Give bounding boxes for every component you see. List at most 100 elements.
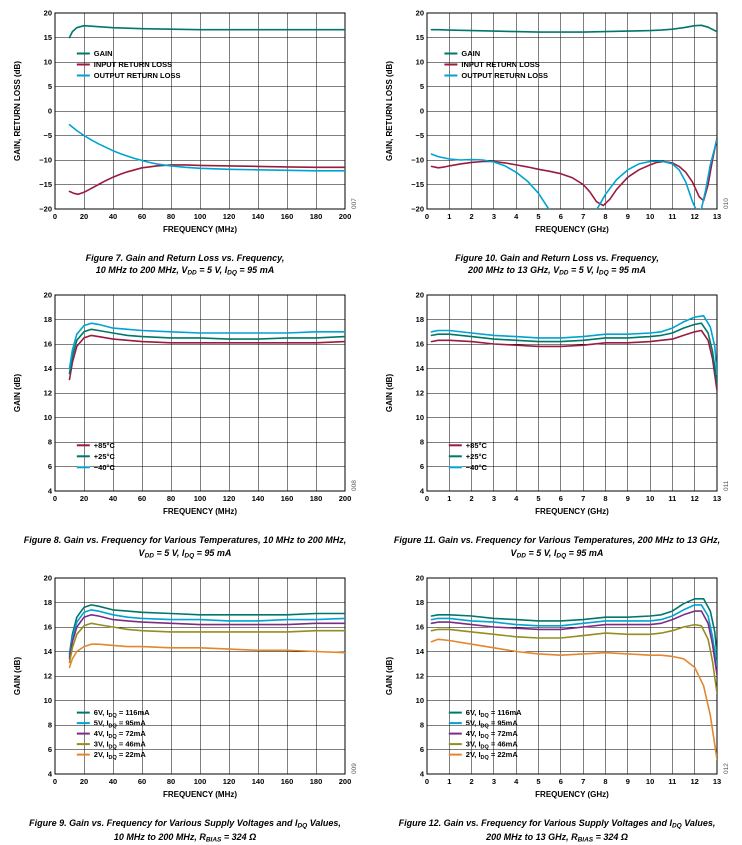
series-40-c [430,315,717,376]
svg-text:12: 12 [691,777,699,786]
svg-text:15: 15 [416,33,424,42]
legend-label: −40°C [94,463,116,472]
svg-text:16: 16 [44,622,52,631]
svg-text:8: 8 [48,438,52,447]
svg-text:60: 60 [138,777,146,786]
series-input-return-loss [68,164,345,196]
legend: GAIN INPUT RETURN LOSS OUTPUT RETURN LOSS [76,49,180,80]
svg-text:140: 140 [252,494,265,503]
grid-lines [426,12,718,210]
caption-line: Figure 7. Gain and Return Loss vs. Frequ… [85,253,285,263]
figure-11: 0 1 2 3 4 5 6 7 8 9 10 11 12 13 4 6 8 10 12 14 16 18 20 FREQUEN… [381,288,733,560]
chart-svg: 0 20 40 60 80 100 120 140 160 180 200 4 6 8 10 12 14 16 18… [13,291,358,516]
svg-text:12: 12 [44,671,52,680]
svg-text:11: 11 [668,777,676,786]
y-axis-title: GAIN, RETURN LOSS (dB) [13,61,22,161]
figure-code: 010 [723,198,730,209]
svg-text:4: 4 [514,494,519,503]
svg-text:4: 4 [48,487,53,496]
svg-text:8: 8 [603,212,607,221]
svg-text:80: 80 [167,212,175,221]
legend-label: INPUT RETURN LOSS [94,60,172,69]
plot-border [426,294,718,492]
svg-text:4: 4 [514,777,519,786]
svg-text:180: 180 [310,494,323,503]
svg-text:0: 0 [425,777,429,786]
svg-text:6: 6 [559,212,563,221]
svg-text:180: 180 [310,777,323,786]
figure-8: 0 20 40 60 80 100 120 140 160 180 200 4 6 8 10 12 14 16 18… [9,288,361,560]
figure-7-chart: 0 20 40 60 80 100 120 140 160 180 200 −20 −15 −10 −5 0 5… [9,6,361,249]
series-2v-i-dq-22ma [68,643,345,669]
svg-text:20: 20 [80,777,88,786]
legend: +85°C +25°C −40°C [448,441,488,472]
plot-border [54,577,346,775]
svg-text:18: 18 [416,316,424,325]
series-2v-i-dq-22ma [430,638,717,760]
series-gain [68,24,345,39]
x-tick-labels: 0 20 40 60 80 100 120 140 160 180 200 [53,777,351,786]
legend: +85°C +25°C −40°C [76,441,116,472]
svg-text:−20: −20 [411,205,424,214]
y-tick-labels: −20 −15 −10 −5 0 5 10 15 20 [411,9,424,214]
svg-text:−15: −15 [411,180,424,189]
legend-label: 5V, IDQ = 95mA [466,719,519,730]
x-axis-title: FREQUENCY (GHz) [535,790,609,799]
svg-text:10: 10 [416,414,424,423]
legend-label: 6V, IDQ = 116mA [466,708,522,719]
svg-text:5: 5 [536,777,540,786]
series-5v-i-dq-95ma [430,603,717,667]
svg-text:100: 100 [194,494,207,503]
legend-label: +85°C [466,441,488,450]
svg-text:20: 20 [80,494,88,503]
svg-text:4: 4 [420,769,425,778]
plot-border [426,12,718,210]
series-40-c [68,322,345,370]
chart-svg: 0 1 2 3 4 5 6 7 8 9 10 11 12 13468101214161820FREQUEN… [385,291,730,516]
svg-text:5: 5 [536,212,540,221]
svg-text:180: 180 [310,212,323,221]
figure-8-chart: 0 20 40 60 80 100 120 140 160 180 200 4 6 8 10 12 14 16 18… [9,288,361,531]
series-output-return-loss [430,138,717,209]
svg-text:8: 8 [420,438,424,447]
figure-8-caption: Figure 8. Gain vs. Frequency for Various… [9,534,361,560]
svg-text:8: 8 [48,720,52,729]
svg-text:2: 2 [470,494,474,503]
svg-text:0: 0 [425,494,429,503]
series-25-c [430,322,717,385]
legend-label: OUTPUT RETURN LOSS [461,71,548,80]
legend-label: +85°C [94,441,116,450]
x-tick-labels: 0 20 40 60 80 100 120 140 160 180 200 [53,212,351,221]
legend-label: INPUT RETURN LOSS [461,60,539,69]
svg-text:20: 20 [44,573,52,582]
svg-text:10: 10 [416,696,424,705]
svg-text:4: 4 [420,487,425,496]
svg-text:20: 20 [416,291,424,300]
x-axis-title: FREQUENCY (GHz) [535,507,609,516]
svg-text:8: 8 [420,720,424,729]
svg-text:80: 80 [167,494,175,503]
plot-border [54,294,346,492]
legend-label: −40°C [466,463,488,472]
figure-11-chart: 0 1 2 3 4 5 6 7 8 9 10 11 12 13 4 6 8 10 12 14 16 18 20 FREQUEN… [381,288,733,531]
svg-text:11: 11 [668,494,676,503]
svg-text:11: 11 [668,212,676,221]
svg-text:160: 160 [281,494,294,503]
chart-svg: 0 20 40 60 80 100 120 140 160 180 200 −20 −15 −10 −5 0 5… [13,9,358,234]
svg-text:16: 16 [44,340,52,349]
svg-text:6: 6 [420,745,424,754]
svg-text:18: 18 [44,316,52,325]
x-tick-labels: 0 1 2 3 4 5 6 7 8 9 10 11 12 13 [425,212,721,221]
grid-lines [54,12,346,210]
svg-text:−15: −15 [39,180,52,189]
y-axis-title: GAIN, RETURN LOSS (dB) [385,61,394,161]
svg-text:5: 5 [48,82,52,91]
svg-text:60: 60 [138,212,146,221]
svg-text:0: 0 [425,212,429,221]
svg-text:7: 7 [581,212,585,221]
svg-text:20: 20 [416,573,424,582]
legend-label: 4V, IDQ = 72mA [94,729,147,740]
figure-code: 012 [723,763,730,774]
x-axis-title: FREQUENCY (MHz) [163,225,237,234]
